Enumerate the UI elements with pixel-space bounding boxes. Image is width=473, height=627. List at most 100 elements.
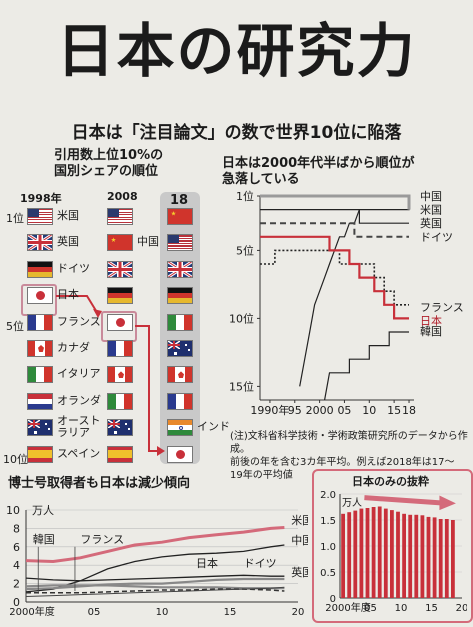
doctorate-x-tick-label: 20 (292, 607, 305, 618)
bar (347, 512, 352, 598)
australia-flag-icon (167, 340, 193, 357)
us-flag-icon (167, 234, 193, 252)
country-label: 日本 (57, 288, 79, 302)
bar (451, 520, 455, 598)
rank-10-label: 10位 (3, 453, 28, 466)
doctorate-y-tick-label: 2 (13, 578, 20, 591)
bar (426, 516, 431, 598)
rank-series-ドイツ (260, 222, 409, 238)
trend-arrow-head (439, 495, 456, 511)
canada-flag-icon (107, 366, 133, 384)
australia-flag-icon (107, 419, 133, 437)
country-label: イタリア (57, 367, 101, 381)
country-label: 中国 (137, 235, 159, 249)
bar (377, 506, 382, 598)
france-flag-icon (27, 313, 53, 331)
japan-bar-title: 日本のみの抜粋 (352, 475, 429, 488)
rank-x-tick-label: 2000 (306, 404, 334, 417)
bar (438, 519, 443, 598)
uk-flag-icon (167, 260, 193, 278)
doctorate-chart-title: 博士号取得者も日本は減少傾向 (8, 476, 191, 491)
doctorate-unit-label: 万人 (32, 504, 54, 517)
doctorate-x-tick-label: 2000年度 (9, 605, 54, 618)
rank-5-label: 5位 (6, 320, 24, 333)
bar (359, 508, 364, 598)
uk-flag-icon (107, 260, 133, 278)
bar-unit-label: 万人 (342, 497, 362, 509)
headline: 日本の研究力 (56, 17, 417, 85)
doctorate-series-label: ドイツ (244, 557, 277, 570)
australia-flag-icon (27, 419, 53, 437)
year-2018-label: 18 (170, 193, 189, 208)
rank-series-フランス (260, 249, 409, 306)
rank-series-label: 日本 (420, 313, 442, 327)
doctorate-series-label: 英国 (291, 565, 308, 579)
bar-y-tick-label: 1.5 (320, 516, 336, 527)
doctorate-x-tick-label: 10 (156, 607, 169, 618)
italy-flag-icon (107, 392, 133, 410)
rank-x-tick-label: 05 (337, 404, 351, 417)
bar (408, 514, 413, 598)
flag-panel-title-line2: 国別シェアの順位 (54, 164, 159, 179)
rank-chart-title: 日本は2000年代半ばから順位が 急落している (222, 156, 415, 187)
italy-flag-icon (167, 313, 193, 331)
bar-x-tick-label: 10 (395, 603, 408, 614)
rank-series-label: 中国 (420, 190, 442, 203)
rank-1-label: 1位 (6, 212, 24, 225)
rank-y-tick-label: 1位 (236, 189, 254, 203)
rank-series-label: 韓国 (420, 325, 442, 338)
canada-flag-icon (27, 340, 53, 357)
doctorate-series-日本 (25, 584, 285, 590)
doctorate-x-tick-label: 05 (88, 607, 101, 618)
rank-series-label: 米国 (420, 204, 442, 217)
country-label: オースト ラリア (57, 414, 101, 440)
subheadline: 日本は「注目論文」の数で世界10位に陥落 (71, 123, 402, 143)
country-label: 米国 (57, 209, 79, 222)
germany-flag-icon (167, 287, 193, 305)
netherlands-flag-icon (27, 392, 53, 410)
japan-flag-icon (27, 287, 53, 305)
us-flag-icon (27, 208, 53, 225)
japan-flag-icon (107, 313, 133, 331)
doctorate-y-tick-label: 6 (13, 541, 20, 554)
rank-y-tick-label: 15位 (229, 379, 254, 393)
bar (396, 511, 400, 598)
rank-chart-note: (注)文科省科学技術・学術政策研究所のデータから作成。 前後の年を含む3カ年平均… (230, 431, 468, 481)
rank-x-tick-label: 95 (288, 404, 302, 417)
bar (432, 517, 437, 598)
bar-y-tick-label: 1.0 (320, 542, 336, 553)
bar-x-tick-label: 2000年度 (325, 601, 370, 614)
country-label: ドイツ (57, 261, 90, 275)
doctorate-series-ドイツ (25, 574, 285, 582)
doctorate-series-label: 日本 (196, 556, 218, 570)
bar (383, 508, 388, 598)
doctorate-y-tick-label: 4 (13, 559, 20, 572)
china-flag-icon (107, 234, 133, 252)
country-label: オランダ (57, 393, 101, 407)
rank-series-label: 英国 (420, 216, 442, 230)
bar (390, 510, 394, 598)
country-label: インド (197, 420, 230, 434)
germany-flag-icon (27, 260, 53, 278)
bar (444, 519, 449, 598)
rank-y-tick-label: 10位 (229, 311, 254, 325)
rank-x-tick-label: 1990年 (250, 403, 289, 417)
rank-x-tick-label: 15 (387, 404, 401, 417)
bar-y-tick-label: 0.5 (320, 568, 336, 579)
rank-series-韓国 (324, 331, 409, 401)
us-flag-icon (107, 208, 133, 225)
doctorate-y-tick-label: 10 (6, 504, 20, 517)
doctorate-series-label: 米国 (291, 514, 308, 527)
canada-flag-icon (167, 366, 193, 384)
rank-x-tick-label: 18 (402, 404, 416, 417)
doctorate-series-米国 (25, 526, 285, 564)
bar-x-tick-label: 20 (456, 603, 467, 614)
doctorate-series-label: フランス (80, 533, 124, 546)
india-flag-icon (167, 419, 193, 437)
france-flag-icon (107, 340, 133, 357)
rank-series-英国 (260, 209, 409, 224)
spain-flag-icon (27, 445, 53, 463)
